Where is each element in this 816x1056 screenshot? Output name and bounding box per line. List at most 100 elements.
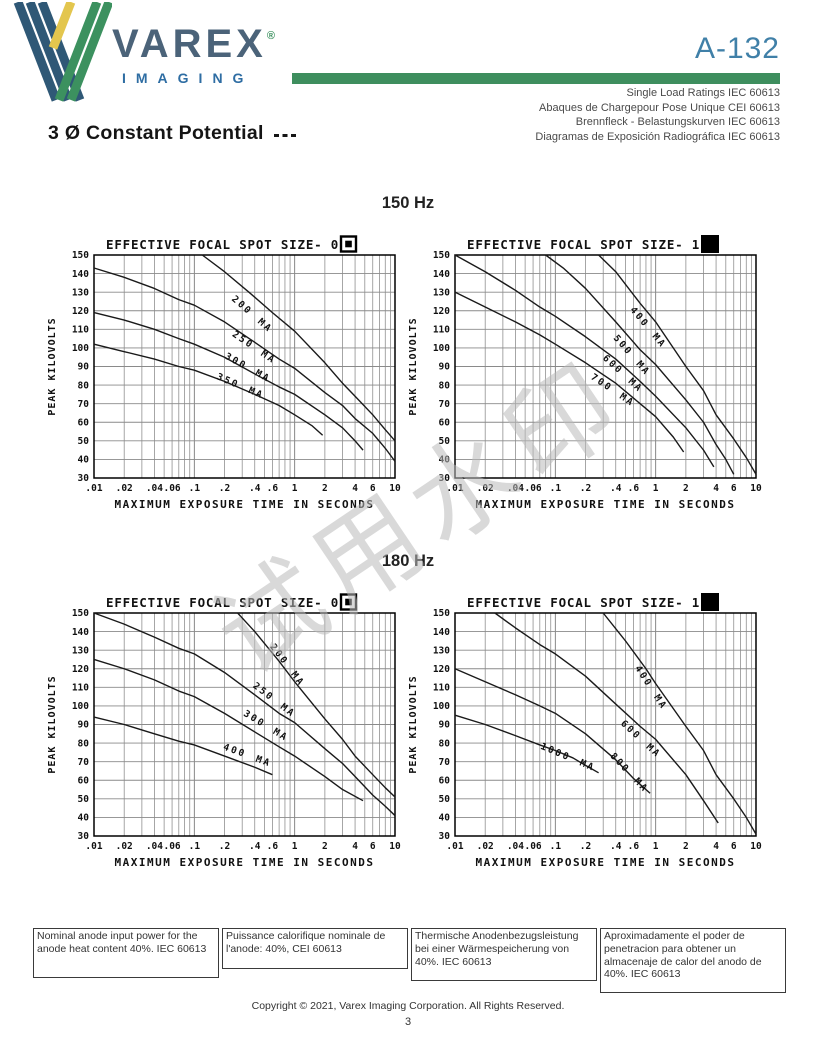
curve-label: 1000 MA (539, 741, 597, 774)
x-tick-label: 10 (389, 841, 401, 852)
y-tick-label: 100 (72, 701, 89, 712)
rating-curve (93, 343, 324, 436)
rating-curve (598, 254, 757, 475)
x-tick-label: 4 (352, 483, 358, 494)
y-tick-label: 50 (439, 436, 451, 447)
x-tick-label: .04 (507, 841, 524, 852)
y-tick-label: 30 (439, 473, 451, 484)
x-tick-label: .06 (524, 483, 541, 494)
rating-curve (454, 291, 685, 453)
y-tick-label: 70 (78, 399, 90, 410)
x-tick-label: .6 (267, 483, 279, 494)
y-tick-label: 60 (78, 775, 90, 786)
x-tick-label: 10 (750, 483, 762, 494)
x-tick-label: .02 (477, 483, 494, 494)
section-label-180hz: 180 Hz (381, 552, 435, 570)
rating-curve (93, 612, 396, 817)
x-tick-label: 1 (292, 483, 298, 494)
x-tick-label: .06 (163, 483, 180, 494)
x-tick-label: .01 (446, 483, 463, 494)
y-tick-label: 110 (433, 325, 450, 336)
x-tick-label: 6 (370, 483, 376, 494)
y-tick-label: 30 (439, 831, 451, 842)
y-tick-label: 40 (439, 455, 451, 466)
x-tick-label: .04 (146, 483, 163, 494)
rating-curve (93, 716, 273, 776)
footnote-box-spanish: Aproximadamente el poder de penetracion … (600, 928, 786, 993)
curve-label: 400 MA (222, 742, 273, 770)
x-tick-label: .6 (628, 483, 640, 494)
chart-180hz-focal-1-2: EFFECTIVE FOCAL SPOT SIZE- 1.2 150 140 130 1… (401, 592, 773, 880)
chart-title: EFFECTIVE FOCAL SPOT SIZE- 1.2 (467, 595, 717, 610)
y-tick-label: 150 (433, 250, 450, 261)
x-tick-label: .4 (610, 841, 622, 852)
x-tick-label: .02 (116, 841, 133, 852)
y-tick-label: 140 (433, 627, 450, 638)
x-tick-label: 4 (352, 841, 358, 852)
x-tick-label: 6 (370, 841, 376, 852)
y-tick-label: 150 (72, 608, 89, 619)
x-tick-label: .4 (249, 483, 261, 494)
y-tick-label: 90 (78, 720, 90, 731)
x-tick-label: .06 (163, 841, 180, 852)
y-tick-label: 120 (72, 664, 89, 675)
x-tick-label: .2 (219, 841, 230, 852)
rating-curve (201, 254, 396, 442)
rating-curve (454, 714, 599, 774)
y-tick-label: 130 (72, 645, 89, 656)
y-tick-label: 100 (433, 343, 450, 354)
y-tick-label: 40 (78, 455, 90, 466)
x-tick-label: 4 (713, 841, 719, 852)
x-tick-label: 10 (389, 483, 401, 494)
x-tick-label: .02 (477, 841, 494, 852)
x-tick-label: 1 (653, 483, 659, 494)
x-tick-label: .1 (189, 483, 201, 494)
y-tick-label: 90 (439, 362, 451, 373)
x-tick-label: .01 (85, 483, 102, 494)
chart-150hz-focal-1-2: EFFECTIVE FOCAL SPOT SIZE- 1.2 150 140 130 1… (401, 234, 773, 522)
x-tick-label: 2 (683, 841, 689, 852)
y-tick-label: 120 (433, 664, 450, 675)
x-tick-label: 1 (292, 841, 298, 852)
y-tick-label: 70 (439, 757, 451, 768)
chart-180hz-focal-0-6: EFFECTIVE FOCAL SPOT SIZE- 0.6 150 140 130 1… (40, 592, 412, 880)
x-tick-label: 2 (322, 841, 328, 852)
rating-curve (93, 311, 364, 451)
x-tick-label: .6 (628, 841, 640, 852)
y-axis-title: PEAK KILOVOLTS (408, 675, 419, 773)
x-tick-label: .01 (446, 841, 463, 852)
y-tick-label: 120 (72, 306, 89, 317)
y-tick-label: 110 (72, 683, 89, 694)
curve-label: 800 MA (608, 751, 651, 795)
x-tick-label: .02 (116, 483, 133, 494)
y-tick-label: 150 (72, 250, 89, 261)
y-tick-label: 70 (439, 399, 451, 410)
y-tick-label: 120 (433, 306, 450, 317)
header-subtitle-line: Brennfleck - Belastungskurven IEC 60613 (575, 116, 780, 128)
x-tick-label: .6 (267, 841, 279, 852)
y-tick-label: 90 (439, 720, 451, 731)
y-tick-label: 140 (433, 269, 450, 280)
header-green-bar (292, 73, 780, 84)
header-subtitle-line: Abaques de Chargepour Pose Unique CEI 60… (539, 101, 780, 114)
footnote-box-french: Puissance calorifique nominale de l'anod… (222, 928, 408, 969)
x-tick-label: .1 (550, 483, 562, 494)
x-tick-label: 2 (683, 483, 689, 494)
x-axis-title: MAXIMUM EXPOSURE TIME IN SECONDS (115, 856, 375, 869)
y-axis-title: PEAK KILOVOLTS (47, 675, 58, 773)
y-tick-label: 60 (439, 417, 451, 428)
chart-150hz-focal-0-6: EFFECTIVE FOCAL SPOT SIZE- 0.6 150 140 130 1… (40, 234, 412, 522)
rating-curve (237, 612, 396, 798)
x-axis-title: MAXIMUM EXPOSURE TIME IN SECONDS (115, 498, 375, 511)
y-tick-label: 90 (78, 362, 90, 373)
x-tick-label: 10 (750, 841, 762, 852)
y-tick-label: 70 (78, 757, 90, 768)
y-tick-label: 100 (433, 701, 450, 712)
x-tick-label: .1 (189, 841, 201, 852)
rating-curve (494, 612, 719, 824)
x-tick-label: 6 (731, 841, 737, 852)
x-tick-label: .2 (580, 841, 591, 852)
y-axis-title: PEAK KILOVOLTS (47, 317, 58, 415)
x-tick-label: .01 (85, 841, 102, 852)
